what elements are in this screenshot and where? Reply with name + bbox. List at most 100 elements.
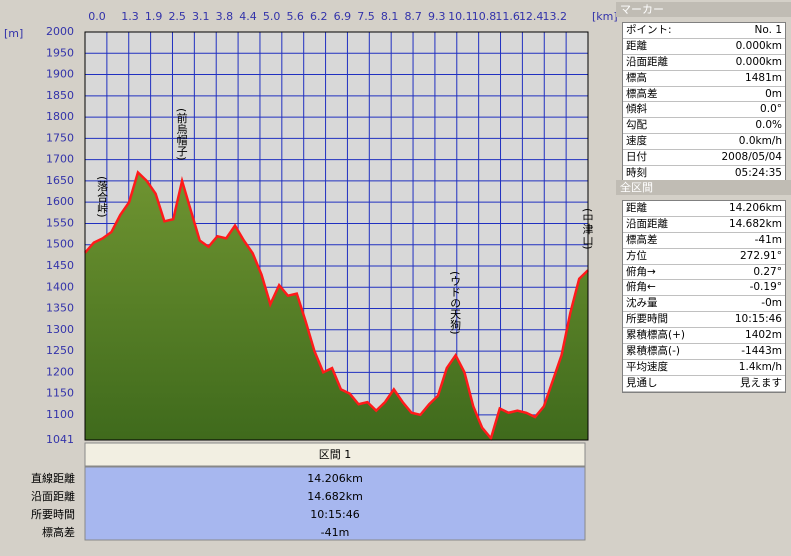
row-label: 距離 [626, 39, 647, 52]
table-row: ポイント: No. 1 [623, 23, 785, 39]
x-tick-label: 9.3 [428, 10, 446, 23]
y-tick-label: 1150 [46, 387, 74, 400]
row-value: 05:24:35 [734, 167, 782, 180]
table-row: 距離 0.000km [623, 39, 785, 55]
row-label: 平均速度 [626, 360, 668, 373]
x-tick-label: 12.4 [519, 10, 544, 23]
x-tick-label: 5.6 [286, 10, 304, 23]
table-row: 沈み量 -0m [623, 296, 785, 313]
table-row: 沿面距離 0.000km [623, 55, 785, 71]
row-value: -1443m [741, 345, 782, 358]
y-tick-label: 1250 [46, 344, 74, 357]
y-tick-label: 1400 [46, 280, 74, 293]
row-value: 10:15:46 [734, 313, 782, 326]
row-label: ポイント: [626, 24, 672, 36]
row-label: 日付 [626, 151, 647, 164]
row-label: 標高差 [626, 233, 658, 246]
table-row: 沿面距離 14.682km [623, 217, 785, 233]
y-tick-label: 1750 [46, 131, 74, 144]
row-value: 0m [765, 87, 782, 100]
y-tick-label: 1700 [46, 153, 74, 166]
row-label: 直線距離 [31, 471, 75, 485]
table-row: 見通し 見えます [623, 376, 785, 392]
table-row: 勾配 0.0% [623, 118, 785, 135]
row-value: 1481m [745, 71, 782, 84]
row-value: 0.0% [755, 119, 782, 132]
row-value: 14.206km [307, 472, 363, 485]
row-label: 傾斜 [626, 103, 647, 116]
x-tick-label: 5.0 [263, 10, 281, 23]
table-row: 俯角← -0.19° [623, 280, 785, 297]
row-value: 見えます [740, 376, 782, 389]
row-label: 所要時間 [626, 313, 668, 326]
x-tick-label: 3.8 [216, 10, 234, 23]
table-row: 日付 2008/05/04 [623, 150, 785, 167]
x-tick-label: 6.9 [334, 10, 352, 23]
y-tick-label: 1500 [46, 238, 74, 251]
row-value: 10:15:46 [310, 508, 359, 521]
x-tick-label: 10.8 [472, 10, 497, 23]
row-label: 標高 [626, 71, 647, 84]
x-unit: [km] [592, 10, 618, 23]
total-title: 全区間 [616, 180, 791, 195]
marker-title: マーカー [616, 2, 791, 17]
row-value: 14.682km [307, 490, 363, 503]
y-tick-label: 1950 [46, 46, 74, 59]
y-tick-label: 1600 [46, 195, 74, 208]
row-value: 14.682km [728, 217, 782, 230]
y-tick-label: 1350 [46, 302, 74, 315]
y-tick-label: 1900 [46, 68, 74, 81]
row-value: 272.91° [740, 249, 782, 262]
x-tick-label: 13.2 [543, 10, 568, 23]
y-tick-label: 1041 [46, 433, 74, 446]
row-value: 0.000km [735, 39, 782, 52]
row-label: 所要時間 [31, 508, 75, 521]
y-tick-label: 1300 [46, 323, 74, 336]
table-row: 俯角→ 0.27° [623, 265, 785, 281]
row-value: -41m [321, 526, 350, 539]
table-row: 速度 0.0km/h [623, 134, 785, 151]
row-label: 標高差 [42, 525, 75, 539]
row-label: 累積標高(+) [626, 329, 685, 342]
x-tick-label: 0.0 [88, 10, 106, 23]
row-label: 沿面距離 [626, 217, 668, 230]
table-row: 距離 14.206km [623, 201, 785, 217]
x-tick-label: 10.1 [448, 10, 473, 23]
row-value: 0.0km/h [738, 135, 782, 148]
table-row: 傾斜 0.0° [623, 102, 785, 119]
x-tick-label: 8.1 [381, 10, 399, 23]
row-label: 時刻 [626, 167, 647, 180]
y-tick-label: 1650 [46, 174, 74, 187]
marker-table: ポイント: No. 1 距離 0.000km 沿面距離 0.000km 標高 1481m 標高差… [622, 22, 786, 183]
x-tick-label: 6.2 [310, 10, 328, 23]
row-value: -41m [754, 233, 782, 246]
row-label: 勾配 [626, 119, 647, 132]
table-row: 累積標高(-) -1443m [623, 344, 785, 360]
row-label: 俯角← [626, 281, 656, 294]
section-table [84, 466, 586, 541]
y-tick-label: 1450 [46, 259, 74, 272]
annotation: (中津山) [581, 208, 594, 250]
y-tick-label: 1850 [46, 89, 74, 102]
table-row: 累積標高(+) 1402m [623, 328, 785, 345]
y-tick-label: 1100 [46, 408, 74, 421]
row-value: 0.000km [735, 55, 782, 68]
x-tick-label: 8.7 [404, 10, 422, 23]
x-tick-label: 1.9 [145, 10, 163, 23]
x-tick-label: 1.3 [121, 10, 139, 23]
table-row: 平均速度 1.4km/h [623, 360, 785, 376]
y-tick-label: 1800 [46, 110, 74, 123]
row-value: 2008/05/04 [721, 151, 782, 164]
row-value: 1.4km/h [738, 360, 782, 373]
x-tick-label: 4.4 [239, 10, 257, 23]
line [84, 170, 589, 441]
row-value: 1402m [745, 329, 782, 342]
row-label: 沈み量 [626, 297, 658, 310]
section-title: 区間 1 [319, 448, 352, 461]
x-tick-label: 3.1 [192, 10, 210, 23]
row-label: 距離 [626, 202, 647, 214]
table-row: 方位 272.91° [623, 249, 785, 265]
section-header [84, 442, 586, 467]
